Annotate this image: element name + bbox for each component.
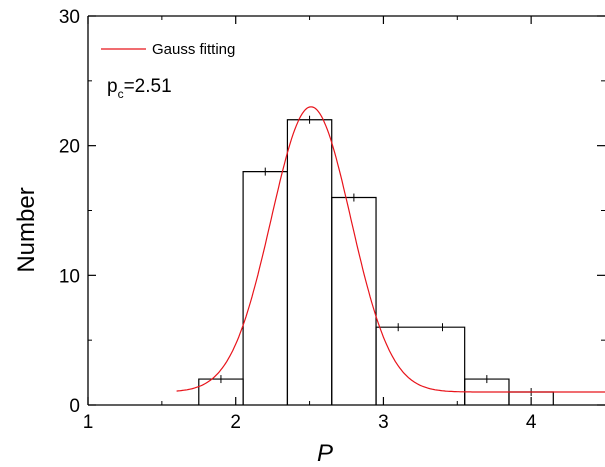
gauss-fit-line [176, 106, 605, 393]
gauss-fit-series [176, 106, 605, 393]
pc-annotation: pc=2.51 [107, 76, 172, 101]
histogram-bin [331, 196, 377, 405]
y-tick-label: 20 [59, 137, 80, 158]
x-axis-label: P [317, 440, 333, 467]
pc-annotation-subscript: c [118, 87, 124, 101]
histogram-bin [375, 326, 466, 405]
x-tick-label: 4 [526, 412, 537, 433]
histogram-series [198, 119, 554, 405]
y-axis-label: Number [13, 187, 40, 272]
histogram-bin [286, 119, 333, 405]
x-tick-label: 3 [378, 412, 389, 433]
x-tick-label: 1 [83, 412, 94, 433]
y-tick-label: 30 [59, 7, 80, 28]
legend: Gauss fitting [101, 41, 235, 58]
legend-label-gauss: Gauss fitting [152, 41, 235, 58]
axes [87, 15, 605, 406]
x-tick-label: 2 [230, 412, 241, 433]
histogram-tick-marks [220, 115, 532, 397]
pc-annotation-base: p [107, 76, 118, 97]
y-tick-label: 0 [69, 396, 80, 417]
pc-annotation-value: =2.51 [124, 76, 172, 97]
y-tick-label: 10 [59, 266, 80, 287]
histogram-bin [242, 171, 289, 405]
axis-ticks: 1 2 3 4 0 10 20 30 [59, 7, 605, 433]
